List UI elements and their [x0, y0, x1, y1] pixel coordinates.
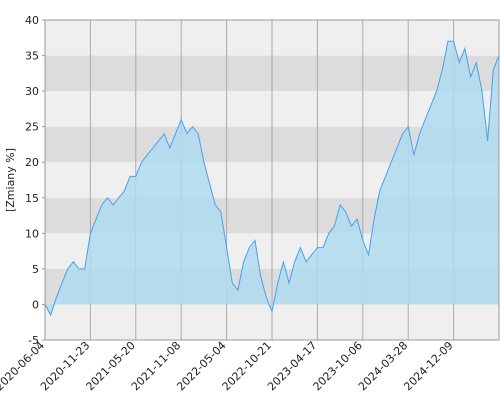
- y-tick-label: 15: [25, 192, 39, 205]
- y-tick-label: 25: [25, 121, 39, 134]
- y-tick-label: 20: [25, 156, 39, 169]
- y-tick-label: 35: [25, 50, 39, 63]
- y-tick-label: -5: [28, 334, 39, 347]
- y-tick-label: 5: [32, 263, 39, 276]
- y-axis-label: [Zmiany %]: [4, 148, 17, 212]
- y-tick-label: 40: [25, 14, 39, 27]
- line: [44, 40, 500, 317]
- y-tick-label: 0: [32, 298, 39, 311]
- x-tick-label: 2024-12-09: [401, 339, 455, 393]
- area: [45, 41, 499, 316]
- plot-border: [44, 19, 500, 341]
- y-tick-label: 10: [25, 227, 39, 240]
- y-tick-label: 30: [25, 85, 39, 98]
